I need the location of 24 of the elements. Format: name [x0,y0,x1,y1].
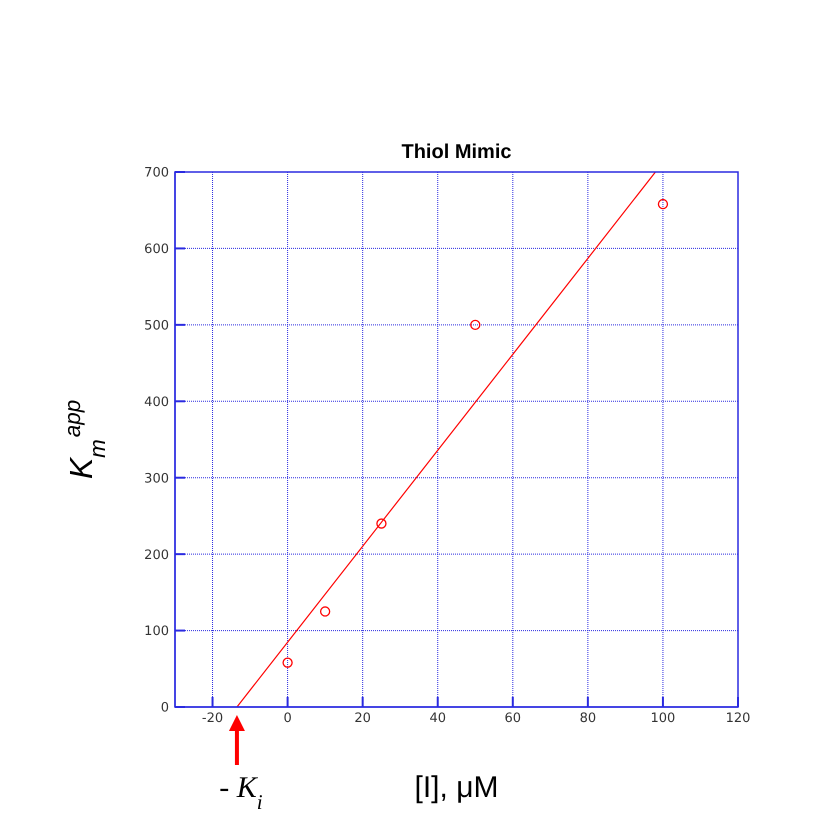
y-tick-label: 100 [144,624,169,640]
point [320,606,330,617]
x-tick-label: -20 [202,711,224,726]
y-tick-label: 500 [144,318,169,334]
x-tick-label: 100 [650,711,676,726]
y-tick-label: 700 [144,166,169,181]
y-tick-label: 400 [144,394,169,410]
y-tick-label: 600 [144,242,169,258]
x-tick-label: 80 [580,711,596,726]
x-tick-label: 0 [283,711,292,726]
x-tick-label: 20 [354,711,371,726]
x-tick-label: 120 [726,711,750,726]
point [376,518,387,529]
y-tick-label: 0 [160,700,169,716]
point [282,658,293,668]
y-tick-label: 300 [144,471,169,486]
chart-title: Thiol Mimic [402,141,512,163]
x-tick-label: 60 [504,711,522,726]
annotation: - K$_{i}$ [219,771,263,814]
point [658,198,668,210]
x-tick-label: 40 [429,711,446,726]
x-axis-title: [I], μM [414,771,498,804]
y-tick-label: 200 [144,548,169,563]
point [470,320,480,330]
